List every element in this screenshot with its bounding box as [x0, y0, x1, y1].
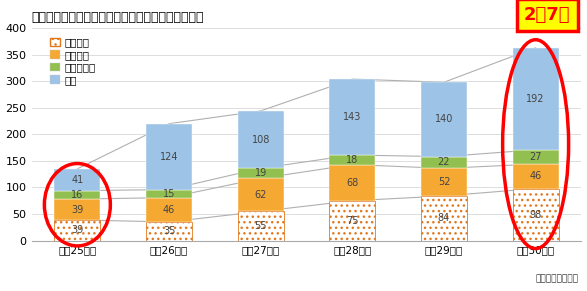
Bar	[512, 164, 559, 189]
Text: 出典：国土交通省: 出典：国土交通省	[536, 275, 579, 284]
Bar	[329, 165, 375, 201]
Bar	[421, 82, 467, 157]
Bar	[238, 111, 284, 168]
Bar	[329, 201, 375, 241]
Text: 55: 55	[254, 221, 267, 231]
Legend: トラック, タクシー, 貸切・特定, 乗合: トラック, タクシー, 貸切・特定, 乗合	[48, 36, 98, 87]
Bar	[55, 199, 100, 220]
Text: 84: 84	[438, 213, 450, 223]
Bar	[146, 198, 192, 222]
Bar	[329, 79, 375, 155]
Bar	[146, 124, 192, 189]
Text: 35: 35	[163, 226, 175, 236]
Text: 62: 62	[255, 190, 267, 200]
Bar	[146, 222, 192, 241]
Text: 140: 140	[435, 114, 453, 125]
Text: 2．7倍: 2．7倍	[524, 6, 571, 24]
Bar	[238, 168, 284, 178]
Text: 健康状態に起因する事故報告件数（業務毎の件数）: 健康状態に起因する事故報告件数（業務毎の件数）	[32, 11, 204, 24]
Text: 39: 39	[71, 205, 83, 214]
Text: 22: 22	[438, 157, 450, 168]
Text: 192: 192	[527, 94, 545, 104]
Bar	[55, 220, 100, 241]
Bar	[146, 189, 192, 198]
Text: 46: 46	[163, 205, 175, 215]
Text: 41: 41	[71, 175, 83, 185]
Bar	[421, 196, 467, 241]
Bar	[55, 191, 100, 199]
Bar	[238, 211, 284, 241]
Bar	[512, 150, 559, 164]
Text: 39: 39	[71, 225, 83, 235]
Bar	[512, 189, 559, 241]
Text: 143: 143	[343, 112, 362, 122]
Bar	[421, 157, 467, 168]
Text: 16: 16	[71, 190, 83, 200]
Text: 124: 124	[160, 152, 178, 162]
Bar	[512, 48, 559, 150]
Text: 27: 27	[529, 152, 542, 162]
Text: 68: 68	[346, 178, 359, 188]
Text: 98: 98	[529, 210, 542, 219]
Text: 15: 15	[163, 189, 175, 198]
Bar	[421, 168, 467, 196]
Text: 52: 52	[438, 177, 450, 187]
Bar	[238, 178, 284, 211]
Text: 75: 75	[346, 216, 359, 226]
Text: 18: 18	[346, 155, 359, 165]
Bar	[55, 169, 100, 191]
Bar	[329, 155, 375, 165]
Text: 19: 19	[255, 168, 267, 178]
Text: 46: 46	[529, 171, 542, 181]
Text: 108: 108	[251, 135, 270, 145]
